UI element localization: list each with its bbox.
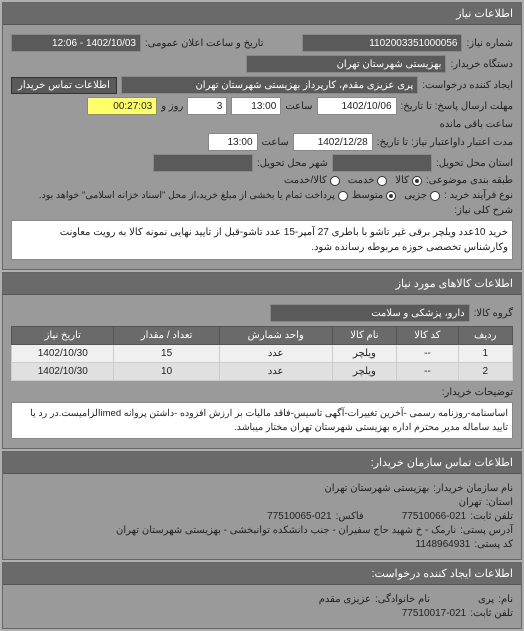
table-header: ردیف (458, 327, 512, 345)
org-name-label: نام سازمان خریدار: (433, 483, 513, 494)
province-label: استان: (486, 497, 513, 508)
days-left-field: 3 (187, 97, 227, 115)
table-cell: ویلچر (332, 363, 397, 381)
table-row[interactable]: 1--ویلچرعدد151402/10/30 (12, 345, 513, 363)
table-header: نام کالا (332, 327, 397, 345)
radio-goods-service[interactable]: کالا/خدمت (284, 175, 340, 186)
postcode-label: کد پستی: (474, 539, 513, 550)
table-cell: عدد (219, 345, 332, 363)
table-cell: 1 (458, 345, 512, 363)
table-cell: 10 (114, 363, 219, 381)
desc-label: شرح کلی نیاز: (454, 205, 513, 216)
request-number-label: شماره نیاز: (466, 38, 513, 49)
buyer-org-field: بهزیستی شهرستان تهران (246, 55, 446, 73)
validity-time-label: ساعت (262, 137, 289, 148)
radio-service[interactable]: خدمت (348, 175, 388, 186)
goods-info-panel: اطلاعات کالاهای مورد نیاز گروه کالا: دار… (2, 272, 522, 449)
radio-goods[interactable]: کالا (395, 175, 422, 186)
table-cell: -- (397, 345, 458, 363)
validity-time-field: 13:00 (208, 133, 258, 151)
postcode-value: 1148964931 (416, 539, 471, 550)
public-date-field: 1402/10/03 - 12:06 (11, 34, 141, 52)
table-cell: عدد (219, 363, 332, 381)
table-row[interactable]: 2--ویلچرعدد101402/10/30 (12, 363, 513, 381)
deadline-date-field: 1402/10/06 (317, 97, 397, 115)
buyer-org-label: دستگاه خریدار: (450, 59, 513, 70)
subject-type-radio-group: کالا خدمت کالا/خدمت (284, 175, 422, 186)
org-name-value: بهزیستی شهرستان تهران (324, 483, 429, 494)
table-cell: ویلچر (332, 345, 397, 363)
fax-value: 77510065-021 (267, 511, 332, 522)
radio-medium[interactable]: متوسط (352, 190, 396, 201)
table-header: واحد شمارش (219, 327, 332, 345)
family-label: نام خانوادگی: (375, 594, 430, 605)
contact-buyer-button[interactable]: اطلاعات تماس خریدار (11, 77, 117, 94)
days-label: روز و (161, 101, 183, 112)
name-label: نام: (498, 594, 513, 605)
validity-label: مدت اعتبار داواعتبار نیاز: تا تاریخ: (377, 137, 513, 148)
time-left-label: ساعت باقی مانده (440, 119, 513, 130)
phone-label: تلفن ثابت: (470, 511, 513, 522)
delivery-state-field (332, 154, 432, 172)
requester-info-header: اطلاعات ایجاد کننده درخواست: (3, 563, 521, 585)
phone-value: 77510066-021 (402, 511, 467, 522)
table-cell: -- (397, 363, 458, 381)
purchase-type-label: نوع فرآیند خرید : (444, 190, 513, 201)
goods-group-field: دارو، پزشکی و سلامت (270, 304, 470, 322)
desc-text: خرید 10عدد ویلچر برقی غیر تاشو با باطری … (11, 220, 513, 260)
table-cell: 1402/10/30 (12, 345, 114, 363)
purchase-type-radio-group: جزیی متوسط (352, 190, 440, 201)
table-header: تعداد / مقدار (114, 327, 219, 345)
deadline-time-label: ساعت (285, 101, 312, 112)
delivery-city-field (153, 154, 253, 172)
requester-field: پری عزیزی مقدم، کارپرداز بهزیستی شهرستان… (121, 76, 418, 94)
payment-note-checkbox[interactable]: پرداخت تمام یا بخشی از مبلغ خرید،از محل … (39, 189, 348, 202)
delivery-city-label: شهر محل تحویل: (257, 158, 328, 169)
requester-label: ایجاد کننده درخواست: (422, 80, 513, 91)
table-header: تاریخ نیاز (12, 327, 114, 345)
table-header: کد کالا (397, 327, 458, 345)
tel-value: 77510017-021 (402, 608, 467, 619)
deadline-label: مهلت ارسال پاسخ: تا تاریخ: (401, 101, 513, 112)
delivery-state-label: استان محل تحویل: (436, 158, 513, 169)
need-info-header: اطلاعات نیاز (3, 3, 521, 25)
radio-small[interactable]: جزیی (404, 190, 440, 201)
buyer-contact-panel: اطلاعات تماس سازمان خریدار: نام سازمان خ… (2, 451, 522, 560)
public-date-label: تاریخ و ساعت اعلان عمومی: (145, 38, 264, 49)
table-cell: 1402/10/30 (12, 363, 114, 381)
name-value: پری (478, 594, 494, 605)
tel-label: تلفن ثابت: (470, 608, 513, 619)
buyer-notes-label: توضیحات خریدار: (442, 387, 513, 398)
postal-label: آدرس پستی: (460, 525, 513, 536)
goods-table: ردیفکد کالانام کالاواحد شمارشتعداد / مقد… (11, 326, 513, 381)
buyer-contact-header: اطلاعات تماس سازمان خریدار: (3, 452, 521, 474)
budget-row-label: طبقه بندی موضوعی: (426, 175, 513, 186)
time-left-field: 00:27:03 (87, 97, 157, 115)
fax-label: فاکس: (336, 511, 364, 522)
buyer-notes-text: اساسنامه-روزنامه رسمی -آخرین تغییرات-آگه… (11, 402, 513, 439)
request-number-field: 1102003351000056 (302, 34, 462, 52)
province-value: تهران (459, 497, 482, 508)
table-cell: 15 (114, 345, 219, 363)
goods-info-header: اطلاعات کالاهای مورد نیاز (3, 273, 521, 295)
deadline-time-field: 13:00 (231, 97, 281, 115)
goods-group-label: گروه کالا: (474, 308, 513, 319)
table-cell: 2 (458, 363, 512, 381)
postal-value: نارمک - خ شهید حاج سفیران - جنب دانشکده … (116, 525, 456, 536)
need-info-panel: اطلاعات نیاز شماره نیاز: 110200335100005… (2, 2, 522, 270)
family-value: عزیزی مقدم (319, 594, 371, 605)
requester-info-panel: اطلاعات ایجاد کننده درخواست: نام: پری نا… (2, 562, 522, 629)
validity-date-field: 1402/12/28 (293, 133, 373, 151)
